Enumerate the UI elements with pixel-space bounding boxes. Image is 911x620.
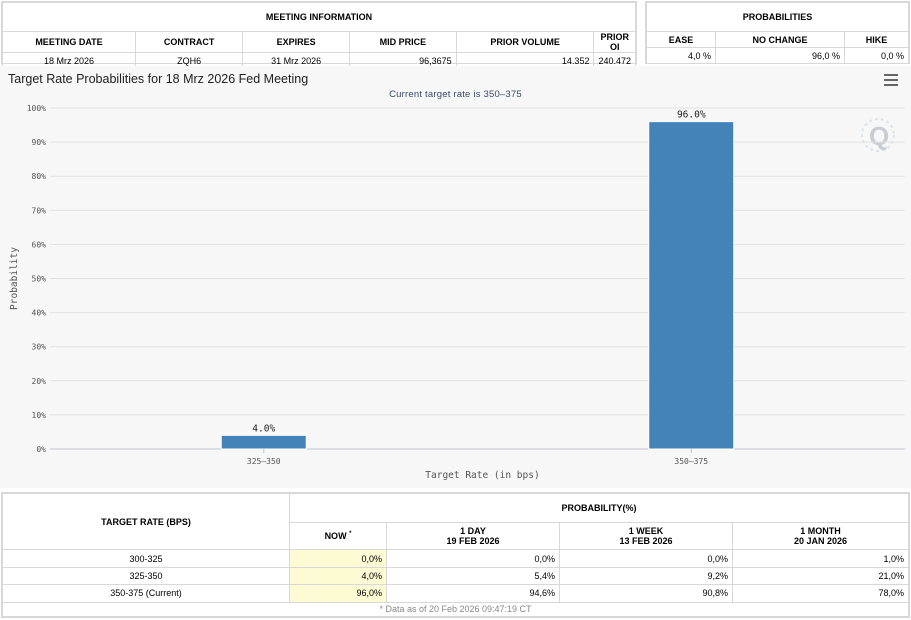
header-hike: HIKE — [844, 31, 909, 48]
y-tick-label: 80% — [32, 172, 47, 181]
header-now: NOW * — [289, 521, 387, 551]
header-1-day: 1 DAY 19 FEB 2026 — [386, 521, 560, 551]
q-logo-icon: Q — [861, 118, 895, 152]
ease-value: 4,0 % — [646, 47, 716, 64]
meeting-info-title: MEETING INFORMATION — [2, 2, 636, 32]
chart-subtitle: Current target rate is 350–375 — [389, 89, 522, 100]
header-no-change: NO CHANGE — [715, 31, 845, 48]
target-rate-cell: 350-375 (Current) — [2, 584, 290, 603]
y-tick-label: 100% — [27, 104, 46, 113]
one-day-cell: 0,0% — [386, 549, 560, 568]
chart-title: Target Rate Probabilities for 18 Mrz 202… — [8, 72, 309, 86]
y-tick-label: 60% — [32, 240, 47, 249]
header-mid-price: MID PRICE — [349, 31, 457, 53]
bar-chart: 0% 10% 20% 30% 40% 50% 60% 70% 80% 90% 100% Probabi… — [9, 104, 905, 481]
header-ease: EASE — [646, 31, 716, 48]
header-prior-volume: PRIOR VOLUME — [455, 31, 595, 53]
y-tick-label: 50% — [32, 275, 47, 284]
chart-container: Target Rate Probabilities for 18 Mrz 202… — [0, 66, 911, 488]
y-tick-label: 70% — [32, 206, 47, 215]
y-tick-label: 40% — [32, 309, 47, 318]
one-week-cell: 90,8% — [559, 584, 733, 603]
header-probability-group: PROBABILITY(%) — [289, 493, 909, 523]
x-tick-label: 325–350 — [247, 457, 281, 466]
y-tick-label: 20% — [32, 377, 47, 386]
bar-data-label: 4.0% — [252, 423, 275, 434]
bar-350–375 — [648, 121, 735, 450]
history-table: TARGET RATE (BPS) PROBABILITY(%) NOW * 1… — [1, 492, 910, 618]
target-rate-cell: 325-350 — [2, 566, 290, 586]
meeting-info-table: MEETING INFORMATION MEETING DATE CONTRAC… — [1, 1, 637, 69]
probabilities-title: PROBABILITIES — [646, 2, 909, 32]
one-month-cell: 1,0% — [732, 549, 909, 568]
one-day-cell: 5,4% — [386, 566, 560, 586]
header-1-week: 1 WEEK 13 FEB 2026 — [559, 521, 733, 551]
x-tick-label: 350–375 — [674, 457, 708, 466]
y-tick-label: 30% — [32, 343, 47, 352]
data-timestamp-footnote: * Data as of 20 Feb 2026 09:47:19 CT — [2, 601, 909, 618]
table-row: 350-375 (Current) 96,0% 94,6% 90,8% 78,0… — [2, 584, 909, 603]
y-tick-label: 10% — [32, 411, 47, 420]
now-cell: 4,0% — [289, 566, 387, 586]
one-week-cell: 0,0% — [559, 549, 733, 568]
header-target-rate: TARGET RATE (BPS) — [2, 492, 290, 551]
hike-value: 0,0 % — [844, 47, 909, 64]
header-prior-oi: PRIOR OI — [593, 31, 636, 53]
one-week-cell: 9,2% — [559, 566, 733, 586]
one-day-cell: 94,6% — [386, 584, 560, 603]
table-row: 325-350 4,0% 5,4% 9,2% 21,0% — [2, 566, 909, 586]
now-cell: 96,0% — [289, 584, 387, 603]
bar-data-label: 96.0% — [677, 110, 706, 121]
table-row: 300-325 0,0% 0,0% 0,0% 1,0% — [2, 549, 909, 568]
hamburger-menu-icon[interactable] — [884, 74, 898, 86]
bar-325–350 — [220, 434, 307, 450]
header-expires: EXPIRES — [242, 31, 351, 53]
target-rate-cell: 300-325 — [2, 549, 290, 568]
header-contract: CONTRACT — [134, 31, 244, 53]
y-tick-label: 90% — [32, 138, 47, 147]
x-axis-title: Target Rate (in bps) — [425, 470, 539, 481]
no-change-value: 96,0 % — [715, 47, 845, 64]
svg-text:Q: Q — [869, 121, 889, 151]
probabilities-table: PROBABILITIES EASE NO CHANGE HIKE 4,0 % … — [645, 1, 910, 64]
y-tick-label: 0% — [36, 445, 46, 454]
one-month-cell: 78,0% — [732, 584, 909, 603]
header-1-month: 1 MONTH 20 JAN 2026 — [732, 521, 909, 551]
y-axis-title: Probability — [9, 247, 20, 310]
now-cell: 0,0% — [289, 549, 387, 568]
header-meeting-date: MEETING DATE — [2, 31, 136, 53]
one-month-cell: 21,0% — [732, 566, 909, 586]
